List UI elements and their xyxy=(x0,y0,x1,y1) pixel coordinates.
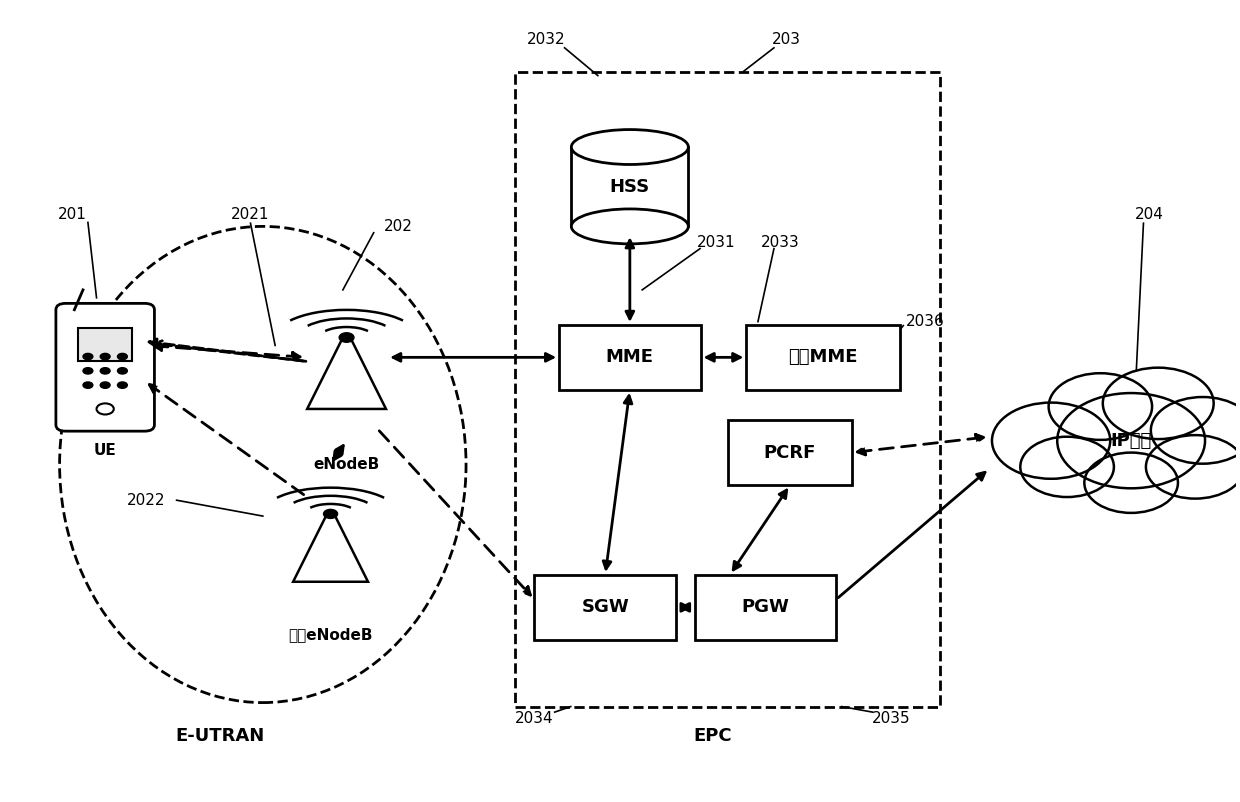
Circle shape xyxy=(100,367,110,374)
Text: 其它MME: 其它MME xyxy=(789,348,858,367)
Circle shape xyxy=(1058,393,1205,488)
Circle shape xyxy=(340,333,353,342)
FancyBboxPatch shape xyxy=(534,575,676,640)
Polygon shape xyxy=(293,514,368,581)
Polygon shape xyxy=(308,338,386,409)
Text: 204: 204 xyxy=(1135,207,1164,222)
Circle shape xyxy=(1084,452,1178,513)
Text: 2033: 2033 xyxy=(761,235,800,249)
Circle shape xyxy=(100,382,110,388)
Text: PGW: PGW xyxy=(742,598,790,617)
Text: MME: MME xyxy=(606,348,653,367)
Circle shape xyxy=(83,354,93,360)
Circle shape xyxy=(1146,435,1240,499)
Circle shape xyxy=(83,382,93,388)
FancyBboxPatch shape xyxy=(572,147,688,226)
Circle shape xyxy=(100,354,110,360)
Text: 2032: 2032 xyxy=(527,32,565,47)
Circle shape xyxy=(324,509,337,518)
Text: UE: UE xyxy=(94,443,117,458)
Text: 203: 203 xyxy=(771,32,801,47)
Text: PCRF: PCRF xyxy=(764,444,816,462)
Text: 2036: 2036 xyxy=(906,314,945,329)
Text: EPC: EPC xyxy=(693,727,732,745)
Text: 2031: 2031 xyxy=(697,235,735,249)
FancyArrowPatch shape xyxy=(149,339,306,362)
FancyBboxPatch shape xyxy=(728,420,852,485)
Text: IP业务: IP业务 xyxy=(1111,431,1152,450)
Circle shape xyxy=(83,367,93,374)
Text: 2034: 2034 xyxy=(515,711,553,726)
Text: 2021: 2021 xyxy=(231,207,270,222)
Text: 2022: 2022 xyxy=(126,492,165,508)
FancyArrowPatch shape xyxy=(603,395,632,569)
FancyArrowPatch shape xyxy=(334,446,343,460)
FancyBboxPatch shape xyxy=(694,575,836,640)
FancyArrowPatch shape xyxy=(733,490,786,570)
Text: E-UTRAN: E-UTRAN xyxy=(175,727,264,745)
Text: SGW: SGW xyxy=(582,598,629,617)
FancyArrowPatch shape xyxy=(626,241,634,319)
Circle shape xyxy=(1049,373,1152,439)
Circle shape xyxy=(1151,397,1240,464)
Text: 其它eNodeB: 其它eNodeB xyxy=(289,627,373,642)
Circle shape xyxy=(1102,367,1214,439)
Text: 202: 202 xyxy=(384,219,413,234)
Text: eNodeB: eNodeB xyxy=(314,456,379,472)
FancyBboxPatch shape xyxy=(56,303,155,431)
FancyArrowPatch shape xyxy=(379,431,531,595)
Circle shape xyxy=(118,382,128,388)
Ellipse shape xyxy=(572,130,688,164)
Ellipse shape xyxy=(572,209,688,244)
FancyArrowPatch shape xyxy=(707,354,740,361)
Text: 201: 201 xyxy=(57,207,87,222)
FancyBboxPatch shape xyxy=(559,325,701,390)
FancyArrowPatch shape xyxy=(857,435,983,455)
Circle shape xyxy=(1021,437,1114,497)
FancyBboxPatch shape xyxy=(78,328,133,362)
FancyArrowPatch shape xyxy=(838,472,985,597)
Circle shape xyxy=(118,354,128,360)
FancyBboxPatch shape xyxy=(746,325,900,390)
Text: HSS: HSS xyxy=(610,178,650,196)
Circle shape xyxy=(992,403,1110,479)
Circle shape xyxy=(118,367,128,374)
Text: 2035: 2035 xyxy=(872,711,910,726)
FancyArrowPatch shape xyxy=(154,342,300,360)
FancyArrowPatch shape xyxy=(393,354,553,361)
FancyArrowPatch shape xyxy=(681,603,689,611)
FancyArrowPatch shape xyxy=(149,385,304,495)
